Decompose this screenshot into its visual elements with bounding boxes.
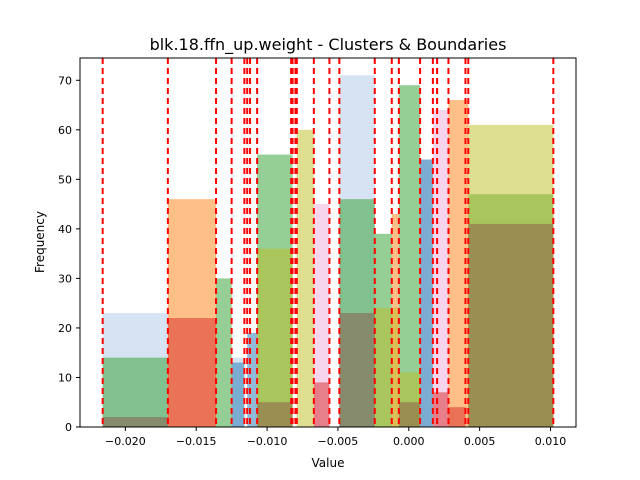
histogram-bar bbox=[231, 362, 245, 427]
x-tick-label: 0.000 bbox=[393, 435, 425, 448]
histogram-bar bbox=[420, 159, 433, 428]
histogram-bar bbox=[374, 308, 399, 427]
x-tick-label: −0.015 bbox=[176, 435, 217, 448]
cluster-boundary-lines bbox=[101, 58, 555, 427]
y-tick-label: 20 bbox=[58, 322, 72, 335]
histogram-bar bbox=[247, 332, 258, 427]
x-axis-ticks: −0.020 −0.015 −0.010 −0.005 0.000 0.005 0.010 bbox=[105, 427, 566, 448]
y-tick-label: 0 bbox=[65, 421, 72, 434]
histogram-bar bbox=[102, 417, 168, 427]
x-tick-label: −0.005 bbox=[318, 435, 359, 448]
y-tick-label: 70 bbox=[58, 74, 72, 87]
y-tick-label: 30 bbox=[58, 272, 72, 285]
x-tick-label: −0.020 bbox=[105, 435, 146, 448]
histogram-bar bbox=[398, 402, 421, 427]
y-tick-label: 10 bbox=[58, 371, 72, 384]
histogram-bar bbox=[313, 382, 330, 427]
y-tick-label: 40 bbox=[58, 223, 72, 236]
chart-title: blk.18.ffn_up.weight - Clusters & Bounda… bbox=[150, 35, 507, 55]
histogram-bars bbox=[102, 75, 554, 428]
histogram-bar bbox=[167, 318, 217, 427]
plot-frame bbox=[79, 57, 577, 428]
histogram-bar bbox=[432, 392, 449, 427]
x-axis-label: Value bbox=[312, 456, 345, 470]
x-tick-label: −0.010 bbox=[247, 435, 288, 448]
histogram-bar bbox=[216, 278, 232, 427]
y-axis-label: Frequency bbox=[33, 211, 47, 273]
histogram-bar bbox=[296, 129, 314, 427]
y-axis-ticks: 0 10 20 30 40 50 60 70 bbox=[58, 74, 80, 434]
x-tick-label: 0.010 bbox=[535, 435, 567, 448]
histogram-bar bbox=[257, 248, 293, 427]
y-tick-label: 50 bbox=[58, 173, 72, 186]
histogram-bar bbox=[257, 402, 293, 427]
histogram-bar bbox=[339, 313, 375, 427]
histogram-bar bbox=[313, 204, 330, 427]
histogram-bar bbox=[398, 85, 421, 428]
histogram-bar bbox=[468, 223, 554, 427]
histogram-bar bbox=[102, 357, 168, 427]
histogram-bar bbox=[448, 407, 466, 427]
histogram-bar bbox=[448, 100, 469, 427]
y-tick-label: 60 bbox=[58, 124, 72, 137]
x-tick-label: 0.005 bbox=[464, 435, 496, 448]
histogram-bar bbox=[432, 110, 449, 427]
